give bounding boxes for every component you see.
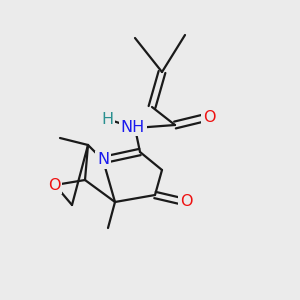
Text: NH: NH	[121, 119, 145, 134]
Text: O: O	[48, 178, 60, 193]
Text: N: N	[97, 152, 109, 167]
Text: H: H	[101, 112, 113, 128]
Text: O: O	[180, 194, 192, 209]
Text: O: O	[203, 110, 215, 124]
